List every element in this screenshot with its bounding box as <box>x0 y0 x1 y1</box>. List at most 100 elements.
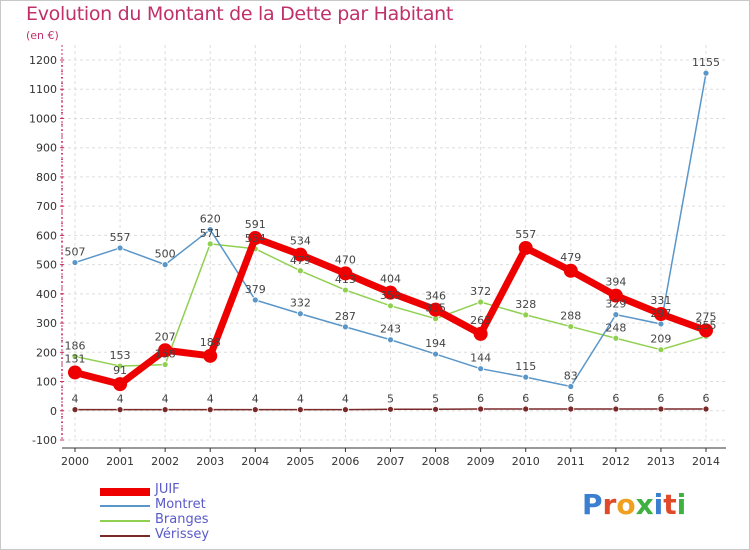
data-point-montret <box>432 350 439 358</box>
data-point-branges <box>477 298 485 306</box>
logo-letter: x <box>635 488 654 521</box>
data-point-juif <box>473 326 488 341</box>
data-label-verissey: 4 <box>207 393 214 406</box>
data-point-branges <box>71 352 79 360</box>
legend-swatch-branges <box>100 520 150 522</box>
legend-swatch-juif <box>100 488 150 496</box>
logo-letter: r <box>602 488 617 521</box>
data-point-branges <box>206 240 214 248</box>
data-label-juif: 479 <box>560 251 581 264</box>
y-tick-label: 800 <box>36 171 57 184</box>
data-label-branges: 359 <box>380 289 401 302</box>
data-label-montret: 115 <box>515 360 536 373</box>
legend-label-verissey: Vérissey <box>155 527 210 542</box>
data-point-montret <box>296 310 304 318</box>
data-point-branges <box>567 323 575 330</box>
data-point-montret <box>71 259 79 266</box>
data-point-juif <box>68 365 82 380</box>
data-point-branges <box>657 346 665 354</box>
data-label-juif: 404 <box>380 273 401 286</box>
x-tick-label: 2011 <box>557 455 585 468</box>
logo-letter: o <box>616 488 636 521</box>
x-tick-label: 2012 <box>602 455 630 468</box>
y-tick-label: 200 <box>36 346 57 359</box>
data-point-juif <box>653 307 668 322</box>
data-label-montret: 329 <box>605 298 626 311</box>
x-tick-label: 2008 <box>422 455 450 468</box>
data-label-montret: 379 <box>245 283 266 296</box>
proxiti-logo: Proxiti <box>582 488 686 521</box>
data-point-juif <box>338 266 353 281</box>
data-point-montret <box>522 373 530 381</box>
y-tick-label: 900 <box>36 142 57 155</box>
chart-title: Evolution du Montant de la Dette par Hab… <box>26 3 454 25</box>
data-label-juif: 91 <box>113 364 127 377</box>
y-tick-label: 100 <box>36 376 57 389</box>
data-point-montret <box>116 244 124 252</box>
logo-letter: P <box>582 488 603 521</box>
x-tick-label: 2014 <box>692 455 720 468</box>
y-tick-label: 300 <box>36 317 57 330</box>
data-label-verissey: 4 <box>252 393 259 406</box>
data-label-verissey: 4 <box>297 393 304 406</box>
data-point-branges <box>387 302 394 310</box>
series-group <box>68 69 713 414</box>
x-tick-label: 2003 <box>196 455 224 468</box>
data-label-montret: 1155 <box>692 56 720 69</box>
data-label-branges: 315 <box>425 302 446 315</box>
data-point-verissey <box>567 405 575 413</box>
data-point-juif <box>518 240 533 255</box>
data-label-verissey: 6 <box>657 392 664 405</box>
data-point-montret <box>251 296 259 304</box>
data-label-juif: 331 <box>650 294 671 307</box>
logo-letter: t <box>663 488 677 521</box>
data-point-montret <box>612 311 620 319</box>
data-point-verissey <box>657 405 665 413</box>
data-point-juif <box>248 231 263 246</box>
data-label-verissey: 6 <box>703 392 710 405</box>
data-label-montret: 144 <box>470 352 491 365</box>
data-point-verissey <box>251 406 259 414</box>
data-label-branges: 255 <box>696 319 717 332</box>
data-label-branges: 158 <box>155 348 176 361</box>
data-point-verissey <box>432 405 439 413</box>
data-label-montret: 332 <box>290 297 311 310</box>
data-point-verissey <box>702 405 710 413</box>
data-point-branges <box>161 361 169 368</box>
data-label-branges: 186 <box>65 339 86 352</box>
data-point-juif <box>428 302 443 317</box>
data-point-verissey <box>71 406 79 414</box>
data-point-montret <box>342 323 349 331</box>
data-point-juif <box>203 348 218 363</box>
data-point-branges <box>342 286 349 294</box>
data-point-branges <box>296 267 304 275</box>
data-label-branges: 554 <box>245 232 266 245</box>
axes: -100 0 100 200 300 400 500 600 700 800 900 1000 1100… <box>29 45 726 468</box>
data-point-juif <box>563 263 578 278</box>
data-label-juif: 263 <box>470 314 491 327</box>
data-point-montret <box>206 226 214 233</box>
data-point-juif <box>699 323 713 338</box>
x-tick-label: 2007 <box>377 455 405 468</box>
data-point-verissey <box>612 405 620 413</box>
data-point-verissey <box>206 406 214 414</box>
data-point-montret <box>387 336 394 344</box>
data-label-verissey: 4 <box>72 393 79 406</box>
data-label-montret: 507 <box>65 246 86 259</box>
data-label-verissey: 4 <box>117 393 124 406</box>
data-point-verissey <box>477 405 485 413</box>
data-point-verissey <box>161 406 169 414</box>
data-point-verissey <box>296 406 304 414</box>
data-label-branges: 328 <box>515 298 536 311</box>
data-label-branges: 479 <box>290 254 311 267</box>
data-label-montret: 500 <box>155 248 176 261</box>
data-label-juif: 207 <box>155 330 176 343</box>
logo-letter: i <box>653 488 664 521</box>
data-point-montret <box>567 383 575 390</box>
x-tick-label: 2001 <box>106 455 134 468</box>
data-label-juif: 346 <box>425 290 446 303</box>
data-point-branges <box>612 334 620 342</box>
data-point-branges <box>522 311 530 319</box>
